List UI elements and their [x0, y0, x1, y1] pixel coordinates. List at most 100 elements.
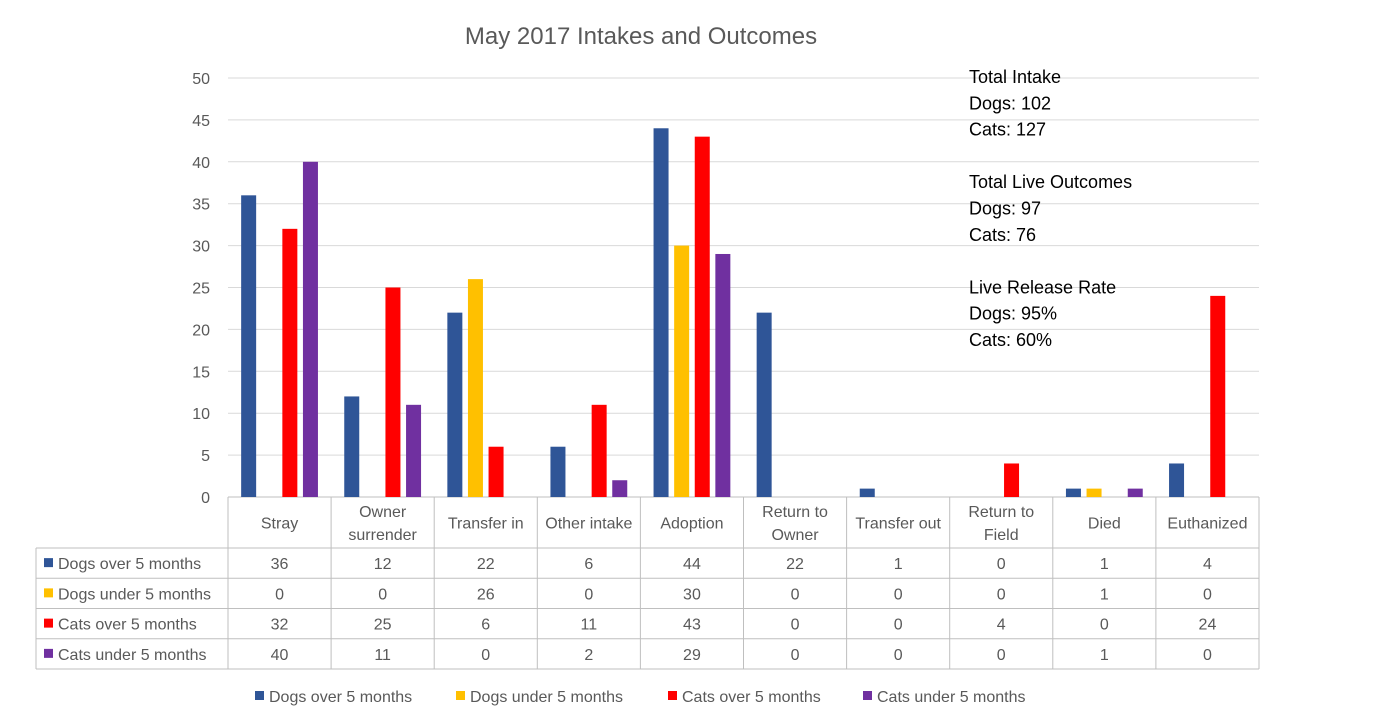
- legend-swatch: [456, 691, 465, 700]
- data-label: 24: [1199, 617, 1217, 634]
- legend: Dogs over 5 months Dogs under 5 months Cat…: [255, 689, 1026, 706]
- table-series-label: Cats over 5 months: [58, 617, 197, 634]
- bar: [302, 161, 318, 498]
- table-legend-key: [44, 648, 53, 658]
- bar: [1210, 295, 1226, 497]
- table-series-label: Dogs over 5 months: [58, 556, 201, 573]
- data-label: 22: [477, 556, 495, 573]
- data-label: 6: [584, 556, 593, 573]
- x-category-label: Stray: [261, 516, 298, 533]
- x-category-label: Died: [1088, 516, 1121, 533]
- table-legend-key: [44, 558, 53, 568]
- data-label: 0: [791, 647, 800, 664]
- data-label: 26: [477, 586, 495, 603]
- data-label: 43: [683, 617, 701, 634]
- bar: [1086, 488, 1102, 497]
- data-label: 0: [481, 647, 490, 664]
- legend-label: Dogs under 5 months: [470, 689, 623, 706]
- x-category-label: surrender: [348, 527, 417, 544]
- data-label: 1: [894, 556, 903, 573]
- summary-annotation: Total Intake Dogs: 102 Cats: 127 Total Live…: [969, 67, 1132, 350]
- bars: [241, 128, 1226, 498]
- data-label: 22: [786, 556, 804, 573]
- bar: [406, 404, 422, 497]
- bar: [1004, 463, 1020, 497]
- table-series-label: Cats under 5 months: [58, 647, 207, 664]
- bar: [612, 480, 628, 497]
- bar: [447, 312, 463, 497]
- x-category-label: Adoption: [660, 516, 723, 533]
- x-category-label: Owner: [771, 527, 819, 544]
- y-tick-label: 0: [201, 490, 210, 507]
- x-category-label: Owner: [359, 504, 407, 521]
- x-category-label: Other intake: [545, 516, 632, 533]
- annotation-line: Dogs: 102: [969, 93, 1051, 113]
- bar: [282, 228, 298, 497]
- x-category-label: Field: [984, 527, 1019, 544]
- bar: [694, 136, 710, 497]
- bar: [653, 128, 669, 497]
- data-label: 0: [1203, 647, 1212, 664]
- data-label: 1: [1100, 586, 1109, 603]
- data-label: 11: [581, 617, 598, 634]
- x-category-label: Transfer in: [448, 516, 524, 533]
- y-tick-label: 10: [192, 406, 210, 423]
- data-label: 0: [1203, 586, 1212, 603]
- data-label: 12: [374, 556, 392, 573]
- bar: [385, 287, 401, 497]
- data-label: 25: [374, 617, 392, 634]
- chart-title: May 2017 Intakes and Outcomes: [465, 23, 817, 50]
- bar: [674, 245, 690, 497]
- bar: [756, 312, 772, 497]
- bar: [488, 446, 504, 497]
- y-tick-label: 35: [192, 197, 210, 214]
- x-category-label: Return to: [968, 504, 1034, 521]
- data-label: 29: [683, 647, 701, 664]
- data-label: 4: [997, 617, 1006, 634]
- data-label: 44: [683, 556, 701, 573]
- data-label: 6: [481, 617, 490, 634]
- bar: [591, 404, 607, 497]
- bar: [344, 396, 360, 497]
- x-category-label: Transfer out: [855, 516, 941, 533]
- annotation-line: Cats: 60%: [969, 330, 1052, 350]
- bar: [241, 195, 257, 497]
- y-tick-label: 25: [192, 281, 210, 298]
- annotation-line: Cats: 127: [969, 120, 1046, 140]
- bar: [1127, 488, 1143, 497]
- data-label: 40: [271, 647, 289, 664]
- data-label: 0: [791, 586, 800, 603]
- annotation-line: Dogs: 95%: [969, 304, 1057, 324]
- y-tick-label: 20: [192, 322, 210, 339]
- annotation-line: Cats: 76: [969, 225, 1036, 245]
- legend-label: Cats under 5 months: [877, 689, 1026, 706]
- data-label: 0: [894, 647, 903, 664]
- legend-swatch: [863, 691, 872, 700]
- data-label: 0: [275, 586, 284, 603]
- table-legend-key: [44, 618, 53, 628]
- data-label: 36: [271, 556, 289, 573]
- legend-label: Dogs over 5 months: [269, 689, 412, 706]
- data-label: 1: [1100, 647, 1109, 664]
- legend-swatch: [255, 691, 264, 700]
- annotation-line: Live Release Rate: [969, 277, 1116, 297]
- data-label: 0: [894, 617, 903, 634]
- table-series-label: Dogs under 5 months: [58, 586, 211, 603]
- y-tick-label: 5: [201, 448, 210, 465]
- bar: [1065, 488, 1081, 497]
- y-tick-label: 15: [192, 364, 210, 381]
- annotation-line: Dogs: 97: [969, 199, 1041, 219]
- data-label: 0: [997, 647, 1006, 664]
- data-label: 1: [1100, 556, 1109, 573]
- table-legend-key: [44, 588, 53, 598]
- data-label: 0: [997, 556, 1006, 573]
- x-category-label: Return to: [762, 504, 828, 521]
- data-label: 0: [584, 586, 593, 603]
- bar: [715, 253, 731, 497]
- bar: [859, 488, 875, 497]
- data-label: 0: [1100, 617, 1109, 634]
- data-label: 2: [584, 647, 593, 664]
- data-table: Stray Owner surrender Transfer in Other inta…: [35, 497, 1260, 670]
- bar: [1169, 463, 1185, 497]
